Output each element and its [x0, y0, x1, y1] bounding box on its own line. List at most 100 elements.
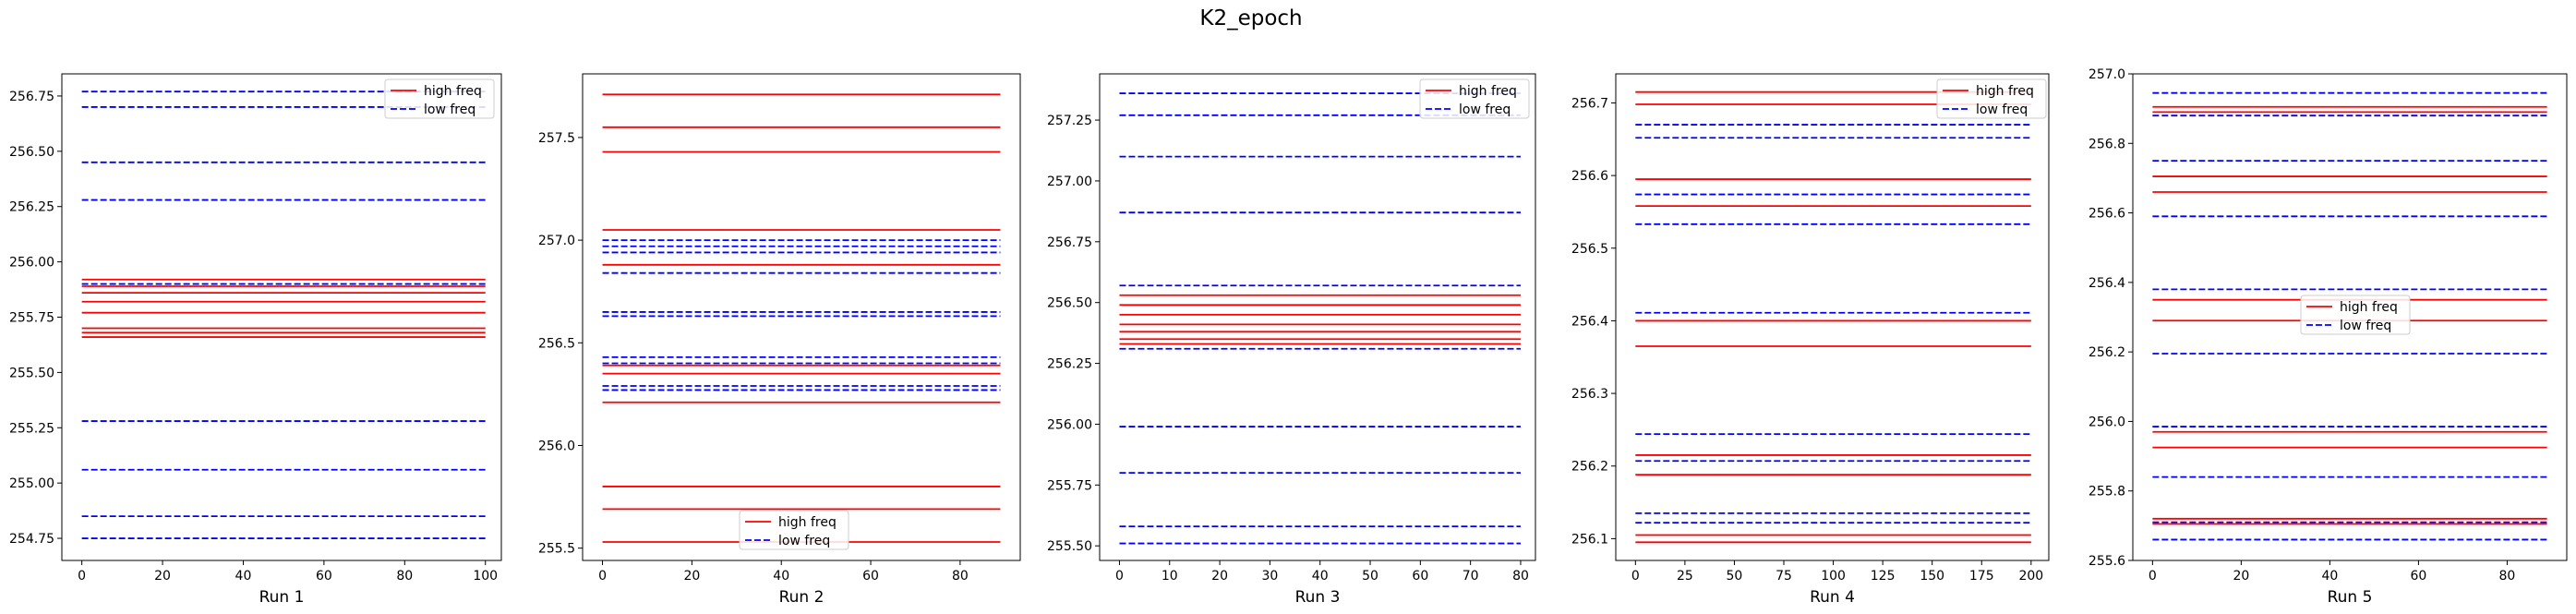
- y-tick-label: 256.75: [9, 90, 54, 104]
- y-tick-label: 257.0: [538, 234, 575, 248]
- x-tick-label: 60: [316, 569, 332, 584]
- y-tick-label: 256.5: [538, 336, 575, 351]
- x-tick-label: 0: [598, 569, 607, 584]
- legend-label: high freq: [1459, 84, 1517, 99]
- x-tick-label: 100: [1821, 569, 1846, 584]
- x-axis-label: Run 2: [779, 588, 825, 607]
- y-tick-label: 256.5: [1571, 242, 1608, 257]
- legend-label: high freq: [778, 515, 837, 530]
- x-tick-label: 80: [396, 569, 413, 584]
- axes-frame: [1099, 73, 1536, 561]
- axes-frame: [582, 73, 1021, 561]
- x-axis-label: Run 5: [2328, 588, 2373, 607]
- y-tick-label: 256.7: [1571, 96, 1608, 111]
- x-axis-label: Run 1: [259, 588, 305, 607]
- y-tick-label: 256.2: [1571, 460, 1608, 475]
- legend-label: high freq: [2340, 300, 2398, 315]
- x-tick-label: 150: [1920, 569, 1944, 584]
- x-tick-label: 60: [1412, 569, 1428, 584]
- x-tick-label: 50: [1362, 569, 1378, 584]
- y-tick-label: 256.2: [2088, 345, 2125, 360]
- x-tick-label: 40: [773, 569, 789, 584]
- y-tick-label: 256.8: [2088, 137, 2125, 151]
- x-tick-label: 0: [1115, 569, 1124, 584]
- axes-frame: [61, 73, 502, 561]
- x-tick-label: 40: [2321, 569, 2338, 584]
- legend-label: low freq: [2340, 319, 2391, 333]
- y-tick-label: 256.6: [1571, 169, 1608, 184]
- y-tick-label: 257.00: [1047, 175, 1092, 189]
- y-tick-label: 256.25: [1047, 357, 1092, 372]
- y-tick-label: 255.00: [9, 476, 54, 491]
- x-tick-label: 80: [2499, 569, 2516, 584]
- x-tick-label: 200: [2018, 569, 2043, 584]
- y-tick-label: 255.8: [2088, 485, 2125, 500]
- subplot-3: 0 10 20 30 40 50 60 70 80 255.50 255.75 256.00 256.2…: [1047, 73, 1536, 607]
- y-tick-label: 255.75: [1047, 478, 1092, 493]
- y-tick-label: 257.5: [538, 131, 575, 146]
- x-tick-label: 80: [1512, 569, 1529, 584]
- y-tick-label: 255.50: [9, 366, 54, 380]
- x-axis-label: Run 3: [1295, 588, 1341, 607]
- subplot-1: 0 20 40 60 80 100 254.75 255.00 255.25 255.50 255.…: [9, 73, 502, 607]
- y-tick-label: 255.25: [9, 421, 54, 436]
- y-tick-label: 255.75: [9, 311, 54, 326]
- x-tick-label: 0: [78, 569, 86, 584]
- x-tick-label: 100: [473, 569, 498, 584]
- x-tick-label: 40: [1312, 569, 1329, 584]
- x-tick-label: 70: [1463, 569, 1479, 584]
- y-tick-label: 256.75: [1047, 235, 1092, 250]
- legend-label: low freq: [424, 102, 475, 117]
- legend: high freq low freq: [2300, 295, 2411, 335]
- y-tick-label: 256.4: [2088, 276, 2125, 291]
- x-tick-label: 20: [154, 569, 171, 584]
- legend-label: high freq: [1976, 84, 2034, 99]
- x-tick-label: 60: [862, 569, 879, 584]
- y-tick-label: 255.50: [1047, 539, 1092, 554]
- x-tick-label: 125: [1871, 569, 1896, 584]
- y-tick-label: 256.3: [1571, 387, 1608, 402]
- x-tick-label: 20: [683, 569, 700, 584]
- y-tick-label: 254.75: [9, 532, 54, 547]
- axes-frame: [2132, 73, 2568, 561]
- y-tick-label: 256.00: [9, 256, 54, 271]
- y-tick-label: 256.50: [1047, 296, 1092, 311]
- legend-label: high freq: [424, 84, 482, 99]
- x-tick-label: 10: [1162, 569, 1178, 584]
- y-tick-label: 256.1: [1571, 532, 1608, 547]
- legend-label: low freq: [778, 534, 830, 548]
- x-tick-label: 20: [2233, 569, 2249, 584]
- x-tick-label: 20: [1211, 569, 1228, 584]
- y-tick-label: 256.0: [2088, 415, 2125, 429]
- legend-label: low freq: [1459, 102, 1511, 117]
- legend: high freq low freq: [739, 510, 849, 550]
- y-tick-label: 256.6: [2088, 207, 2125, 222]
- x-tick-label: 40: [235, 569, 252, 584]
- y-tick-label: 255.6: [2088, 554, 2125, 569]
- y-tick-label: 256.50: [9, 145, 54, 160]
- y-tick-label: 257.0: [2088, 67, 2125, 82]
- y-tick-label: 256.25: [9, 200, 54, 215]
- legend: high freq low freq: [1936, 78, 2047, 119]
- x-tick-label: 60: [2410, 569, 2426, 584]
- x-axis-label: Run 4: [1810, 588, 1855, 607]
- y-tick-label: 256.00: [1047, 417, 1092, 432]
- y-tick-label: 257.25: [1047, 114, 1092, 128]
- x-tick-label: 175: [1969, 569, 1994, 584]
- x-tick-label: 25: [1677, 569, 1693, 584]
- figure-title: K2_epoch: [1199, 6, 1302, 30]
- y-tick-label: 256.0: [538, 439, 575, 453]
- legend: high freq low freq: [1419, 78, 1530, 119]
- legend: high freq low freq: [384, 78, 495, 119]
- subplot-4: 0 25 50 75 100 125 150 175 200 256.1 256.2 256.3 256…: [1571, 73, 2050, 607]
- x-tick-label: 75: [1776, 569, 1792, 584]
- subplot-5: 0 20 40 60 80 255.6 255.8 256.0 256.2 256.4 256.6 2…: [2088, 67, 2568, 607]
- legend-label: low freq: [1976, 102, 2028, 117]
- x-tick-label: 0: [1631, 569, 1640, 584]
- y-tick-label: 256.4: [1571, 314, 1608, 329]
- x-tick-label: 50: [1727, 569, 1743, 584]
- subplot-2: 0 20 40 60 80 255.5 256.0 256.5 257.0 257.5 Run 2 h…: [538, 73, 1021, 607]
- axes-frame: [1615, 73, 2050, 561]
- x-tick-label: 0: [2149, 569, 2157, 584]
